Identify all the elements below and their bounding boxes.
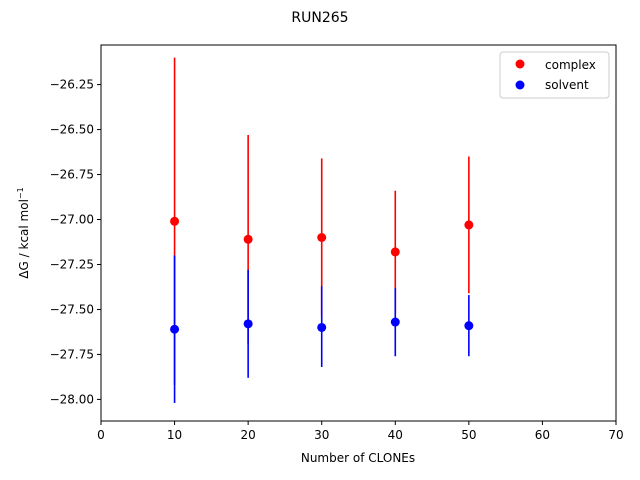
y-tick-label: −27.25 — [50, 257, 94, 271]
legend-label-complex: complex — [545, 58, 596, 72]
y-tick-label: −28.00 — [50, 392, 94, 406]
legend-label-solvent: solvent — [545, 78, 589, 92]
x-tick-label: 50 — [461, 428, 476, 442]
solvent-point — [390, 317, 400, 327]
x-tick-label: 40 — [388, 428, 403, 442]
legend-marker-solvent — [515, 80, 525, 90]
y-axis-label: ΔG / kcal mol−1 — [16, 187, 31, 278]
legend: complex solvent — [499, 51, 610, 99]
data-points — [170, 216, 474, 334]
y-axis-label-superscript: −1 — [16, 187, 25, 199]
complex-point — [390, 247, 400, 257]
solvent-point — [464, 321, 474, 331]
x-axis-ticks: 0 10 20 30 40 50 60 70 — [97, 421, 624, 442]
error-bars — [173, 57, 470, 404]
x-tick-label: 70 — [608, 428, 623, 442]
legend-box — [499, 51, 610, 99]
x-tick-label: 60 — [535, 428, 550, 442]
complex-point — [243, 234, 253, 244]
x-tick-label: 10 — [167, 428, 182, 442]
chart-title: RUN265 — [291, 10, 348, 26]
y-tick-label: −27.75 — [50, 347, 94, 361]
complex-point — [317, 232, 327, 242]
y-tick-label: −27.00 — [50, 213, 94, 227]
solvent-point — [317, 322, 327, 332]
y-axis-ticks: −28.00 −27.75 −27.50 −27.25 −27.00 −26.75 −26.… — [50, 78, 101, 406]
y-axis-label-main: ΔG / kcal mol — [17, 199, 31, 279]
x-tick-label: 20 — [241, 428, 256, 442]
x-axis-label: Number of CLONEs — [301, 451, 415, 465]
x-tick-label: 30 — [314, 428, 329, 442]
y-tick-label: −26.25 — [50, 78, 94, 92]
y-tick-label: −27.50 — [50, 302, 94, 316]
y-tick-label: −26.50 — [50, 123, 94, 137]
plot-frame — [100, 44, 617, 422]
solvent-point — [243, 319, 253, 329]
y-tick-label: −26.75 — [50, 168, 94, 182]
solvent-point — [170, 324, 180, 334]
complex-point — [170, 216, 180, 226]
x-tick-label: 0 — [97, 428, 105, 442]
legend-marker-complex — [515, 59, 525, 69]
complex-point — [464, 220, 474, 230]
